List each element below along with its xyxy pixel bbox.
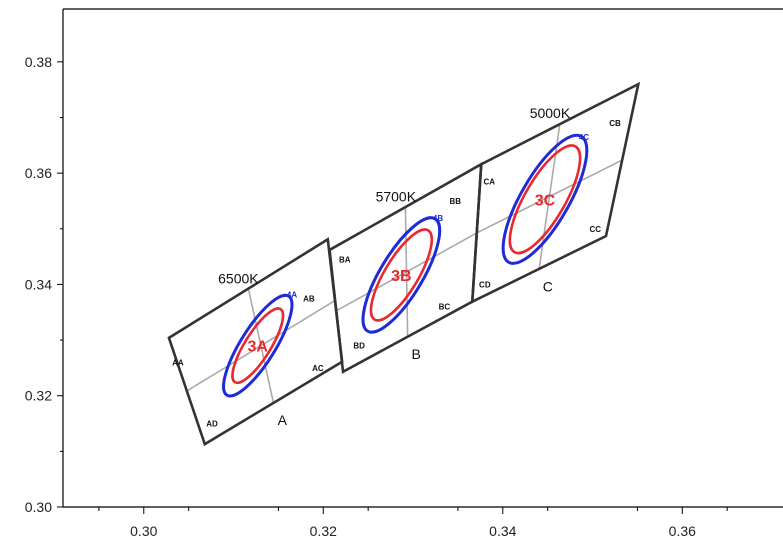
quadrangle-label: C bbox=[543, 279, 553, 295]
quadrangle-b-divider bbox=[335, 232, 478, 312]
y-tick-label: 0.36 bbox=[25, 165, 52, 181]
cct-label: 5700K bbox=[376, 188, 417, 204]
sub-bin-label: AB bbox=[303, 294, 315, 303]
y-tick-label: 0.30 bbox=[25, 499, 52, 515]
x-tick-label: 0.34 bbox=[489, 523, 516, 539]
cct-label: 6500K bbox=[218, 271, 259, 287]
x-tick-label: 0.32 bbox=[310, 523, 337, 539]
ellipse-label-3step: 3A bbox=[248, 339, 269, 356]
macadam-ellipse-4-step bbox=[501, 133, 589, 265]
sub-bin-label: BA bbox=[339, 255, 351, 264]
y-tick-label: 0.34 bbox=[25, 276, 52, 292]
cct-label: 5000K bbox=[530, 105, 571, 121]
sub-bin-label: CB bbox=[609, 119, 621, 128]
sub-bin-label: BD bbox=[353, 342, 365, 351]
quadrangle-label: A bbox=[278, 412, 288, 428]
ellipse-label-4step: 4C bbox=[579, 133, 589, 142]
y-tick-label: 0.32 bbox=[25, 388, 52, 404]
macadam-ellipse-3-step bbox=[231, 307, 285, 385]
macadam-ellipse-3-step bbox=[369, 228, 434, 322]
sub-bin-label: AC bbox=[312, 364, 324, 373]
y-tick-label: 0.38 bbox=[25, 54, 52, 70]
ellipse-label-3step: 3B bbox=[391, 268, 411, 285]
macadam-ellipse-3-step bbox=[508, 144, 582, 255]
x-tick-label: 0.36 bbox=[669, 523, 696, 539]
quadrangle-label: B bbox=[411, 346, 420, 362]
sub-bin-label: BB bbox=[449, 197, 461, 206]
quadrangle-c bbox=[470, 81, 641, 304]
sub-bin-label: CA bbox=[484, 177, 496, 186]
x-tick-label: 0.30 bbox=[130, 523, 157, 539]
quadrangle-a-divider bbox=[186, 299, 336, 392]
quadrangle-c-divider bbox=[476, 159, 623, 234]
ellipse-label-3step: 3C bbox=[535, 192, 556, 209]
sub-bin-label: CD bbox=[479, 280, 491, 289]
sub-bin-label: BC bbox=[439, 303, 451, 312]
sub-bin-label: AA bbox=[172, 358, 184, 367]
sub-bin-label: CC bbox=[589, 225, 601, 234]
sub-bin-label: AD bbox=[206, 420, 218, 429]
ellipse-label-4step: 4B bbox=[433, 214, 443, 223]
macadam-ellipse-4-step bbox=[222, 293, 294, 398]
macadam-ellipse-4-step bbox=[361, 216, 442, 334]
ellipse-label-4step: 4A bbox=[287, 291, 297, 300]
